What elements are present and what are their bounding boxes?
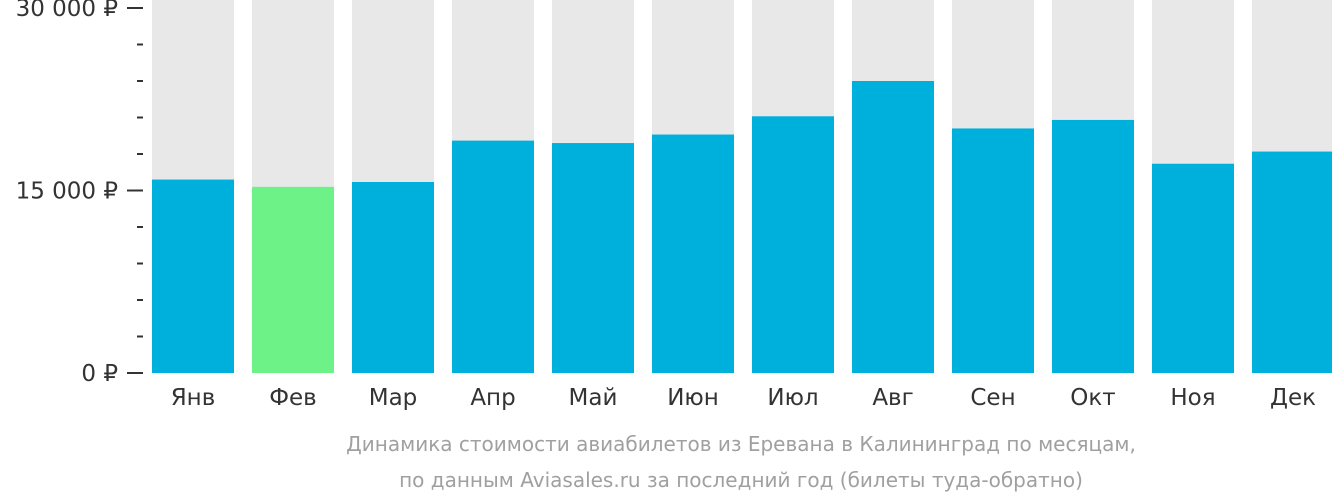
bar-6[interactable]: [752, 116, 834, 374]
chart-caption-line-1: Динамика стоимости авиабилетов из Ереван…: [346, 432, 1136, 456]
price-bar-chart: 30 000 ₽ 15 000 ₽ 0 ₽ Янв Фев Мар Апр Май Июн Ию…: [16, 0, 1332, 411]
y-tick-label: 0 ₽: [81, 361, 118, 387]
y-axis: 30 000 ₽ 15 000 ₽ 0 ₽: [16, 0, 143, 387]
bar-7[interactable]: [852, 81, 934, 373]
x-tick-label: Авг: [872, 385, 913, 411]
x-tick-label: Янв: [171, 385, 216, 411]
x-tick-label: Мар: [369, 385, 418, 411]
x-tick-label: Июн: [667, 385, 719, 411]
x-axis-labels: Янв Фев Мар Апр Май Июн Июл Авг Сен Окт Ноя Дек: [171, 385, 1316, 411]
bar-8[interactable]: [952, 128, 1034, 373]
bar-0[interactable]: [152, 179, 234, 373]
bar-1[interactable]: [252, 186, 334, 373]
x-tick-label: Ноя: [1170, 385, 1215, 411]
bar-10[interactable]: [1152, 163, 1234, 373]
y-tick-label: 15 000 ₽: [16, 179, 118, 205]
bars: [152, 81, 1332, 374]
bar-4[interactable]: [552, 143, 634, 373]
bar-5[interactable]: [652, 134, 734, 373]
chart-caption-line-2: по данным Aviasales.ru за последний год …: [399, 468, 1083, 492]
x-tick-label: Сен: [970, 385, 1015, 411]
bar-11[interactable]: [1252, 151, 1332, 373]
x-tick-label: Май: [569, 385, 618, 411]
bar-9[interactable]: [1052, 119, 1134, 373]
x-tick-label: Апр: [470, 385, 515, 411]
bar-2[interactable]: [352, 181, 434, 373]
x-tick-label: Окт: [1070, 385, 1115, 411]
x-tick-label: Дек: [1270, 385, 1316, 411]
x-tick-label: Фев: [269, 385, 317, 411]
x-tick-label: Июл: [767, 385, 818, 411]
bar-3[interactable]: [452, 140, 534, 373]
y-tick-label: 30 000 ₽: [16, 0, 118, 22]
